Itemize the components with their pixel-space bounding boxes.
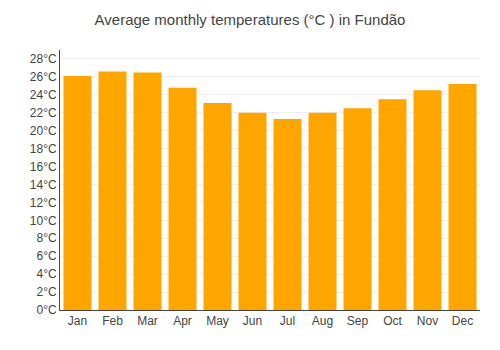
svg-text:May: May [206, 314, 229, 328]
svg-text:14°C: 14°C [30, 178, 57, 192]
svg-text:Mar: Mar [137, 314, 158, 328]
svg-text:0°C: 0°C [36, 303, 56, 317]
svg-text:16°C: 16°C [30, 160, 57, 174]
svg-text:Oct: Oct [383, 314, 402, 328]
svg-text:24°C: 24°C [30, 88, 57, 102]
svg-text:Average monthly temperatures (: Average monthly temperatures (°C ) in Fu… [95, 11, 406, 28]
svg-text:10°C: 10°C [30, 214, 57, 228]
svg-text:6°C: 6°C [36, 249, 56, 263]
svg-text:Jun: Jun [243, 314, 262, 328]
svg-text:Nov: Nov [417, 314, 438, 328]
svg-text:4°C: 4°C [36, 267, 56, 281]
svg-text:12°C: 12°C [30, 196, 57, 210]
svg-text:Feb: Feb [102, 314, 123, 328]
svg-text:Jul: Jul [280, 314, 295, 328]
svg-text:18°C: 18°C [30, 142, 57, 156]
svg-text:Aug: Aug [312, 314, 333, 328]
svg-text:Sep: Sep [347, 314, 369, 328]
svg-text:22°C: 22°C [30, 106, 57, 120]
svg-text:20°C: 20°C [30, 124, 57, 138]
svg-text:Jan: Jan [68, 314, 87, 328]
svg-text:Apr: Apr [173, 314, 192, 328]
svg-text:Dec: Dec [452, 314, 473, 328]
svg-text:26°C: 26°C [30, 70, 57, 84]
svg-text:28°C: 28°C [30, 52, 57, 66]
svg-text:8°C: 8°C [36, 231, 56, 245]
svg-text:2°C: 2°C [36, 285, 56, 299]
